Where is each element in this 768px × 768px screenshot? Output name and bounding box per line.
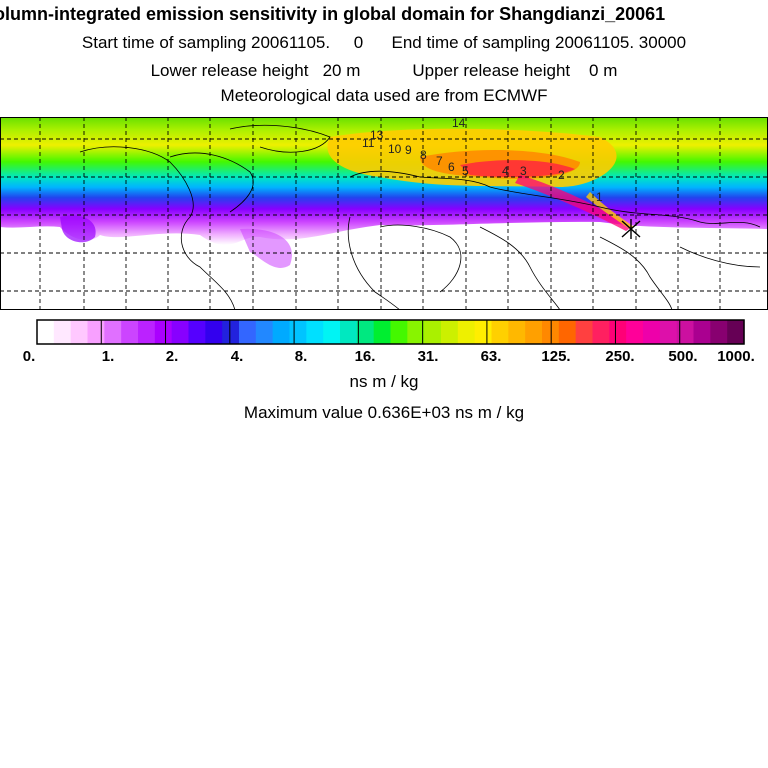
contour-label: 3 <box>520 164 527 178</box>
colorbar-tick-label: 4. <box>231 348 244 365</box>
purple-plume-west <box>60 215 96 243</box>
colorbar-tick-label: 250. <box>605 348 634 365</box>
release-height-line: Lower release height 20 m Upper release … <box>150 61 618 80</box>
colorbar-cell <box>171 320 190 344</box>
colorbar-cell <box>643 320 661 344</box>
colorbar-tick-label: 8. <box>295 348 308 365</box>
colorbar-tick-label: 2. <box>166 348 179 365</box>
colorbar-cell <box>104 320 122 344</box>
colorbar-tick-label: 63. <box>481 348 502 365</box>
contour-label: 2 <box>558 168 565 182</box>
maximum-value-text: Maximum value 0.636E+03 ns m / kg <box>243 403 525 422</box>
colorbar-cell <box>727 320 745 344</box>
met-data-line: Meteorological data used are from ECMWF <box>220 86 548 105</box>
colorbar-cell <box>575 320 594 344</box>
contour-label: 7 <box>436 154 443 168</box>
colorbar-cell <box>70 320 89 344</box>
plume-streak-2 <box>586 192 634 229</box>
colorbar-cell <box>441 320 459 344</box>
colorbar-cell <box>188 320 206 344</box>
colorbar-cell <box>154 320 173 344</box>
colorbar-cell <box>424 320 442 344</box>
colorbar-cell <box>457 320 476 344</box>
plume-streak <box>515 175 632 231</box>
colorbar-cell <box>239 320 257 344</box>
coastlines <box>79 124 761 310</box>
colorbar-cells <box>37 320 745 344</box>
colorbar-cell <box>289 320 307 344</box>
colorbar-tick-label: 125. <box>541 348 570 365</box>
colorbar-ticks <box>100 320 681 344</box>
contour-label: 1 <box>596 190 603 204</box>
colorbar-cell <box>558 320 577 344</box>
contour-label: 9 <box>405 143 412 157</box>
colorbar-units: ns m / kg <box>349 372 419 391</box>
colorbar-cell <box>390 320 408 344</box>
receptor-marker <box>621 219 641 239</box>
colorbar-cell <box>205 320 223 344</box>
colorbar-tick-label: 0. <box>23 348 36 365</box>
colorbar-cell <box>356 320 375 344</box>
sensitivity-map: 14 13 11 10 9 8 7 6 5 4 3 2 1 <box>0 117 768 310</box>
colorbar-cell <box>87 320 105 344</box>
colorbar-tick-label: 16. <box>355 348 376 365</box>
colorbar-cell <box>222 320 240 344</box>
colorbar-cell <box>53 320 72 344</box>
colorbar-tick-label: 1000. <box>717 348 755 365</box>
colorbar-tick-label: 1. <box>102 348 115 365</box>
graticule <box>0 117 768 310</box>
red-region <box>460 160 575 177</box>
colorbar-cell <box>373 320 392 344</box>
colorbar-cell <box>525 320 543 344</box>
colorbar-cell <box>37 320 55 344</box>
sampling-time-line: Start time of sampling 20061105. 0 End t… <box>81 33 687 52</box>
colorbar-cell <box>609 320 627 344</box>
colorbar-cell <box>508 320 526 344</box>
colorbar-cell <box>693 320 711 344</box>
colorbar-cell <box>255 320 274 344</box>
colorbar-cell <box>340 320 358 344</box>
colorbar-cell <box>306 320 324 344</box>
colorbar-cell <box>491 320 509 344</box>
contour-label: 10 <box>388 142 402 156</box>
colorbar-cell <box>138 320 156 344</box>
colorbar-cell <box>323 320 341 344</box>
colorbar: 0. 1. 2. 4. 8. 16. 31. 63. 125. 250. 500… <box>23 319 755 365</box>
contour-label: 8 <box>420 148 427 162</box>
colorbar-cell <box>676 320 695 344</box>
contour-labels: 14 13 11 10 9 8 7 6 5 4 3 2 1 <box>362 117 603 204</box>
colorbar-cell <box>407 320 425 344</box>
colorbar-cell <box>121 320 139 344</box>
colorbar-cell <box>710 320 728 344</box>
contour-label: 11 <box>362 136 375 150</box>
contour-label: 13 <box>370 128 384 142</box>
colorbar-cell <box>474 320 493 344</box>
contour-label: 4 <box>502 164 509 178</box>
colorbar-cell <box>592 320 610 344</box>
colorbar-frame <box>36 319 745 345</box>
colorbar-cell <box>659 320 678 344</box>
contour-label: 14 <box>452 117 466 130</box>
plot-title: olumn-integrated emission sensitivity in… <box>0 4 666 24</box>
contour-label: 6 <box>448 160 455 174</box>
colorbar-cell <box>626 320 644 344</box>
colorbar-tick-label: 31. <box>418 348 439 365</box>
contour-label: 5 <box>462 164 469 178</box>
colorbar-cell <box>272 320 291 344</box>
colorbar-tick-label: 500. <box>668 348 697 365</box>
